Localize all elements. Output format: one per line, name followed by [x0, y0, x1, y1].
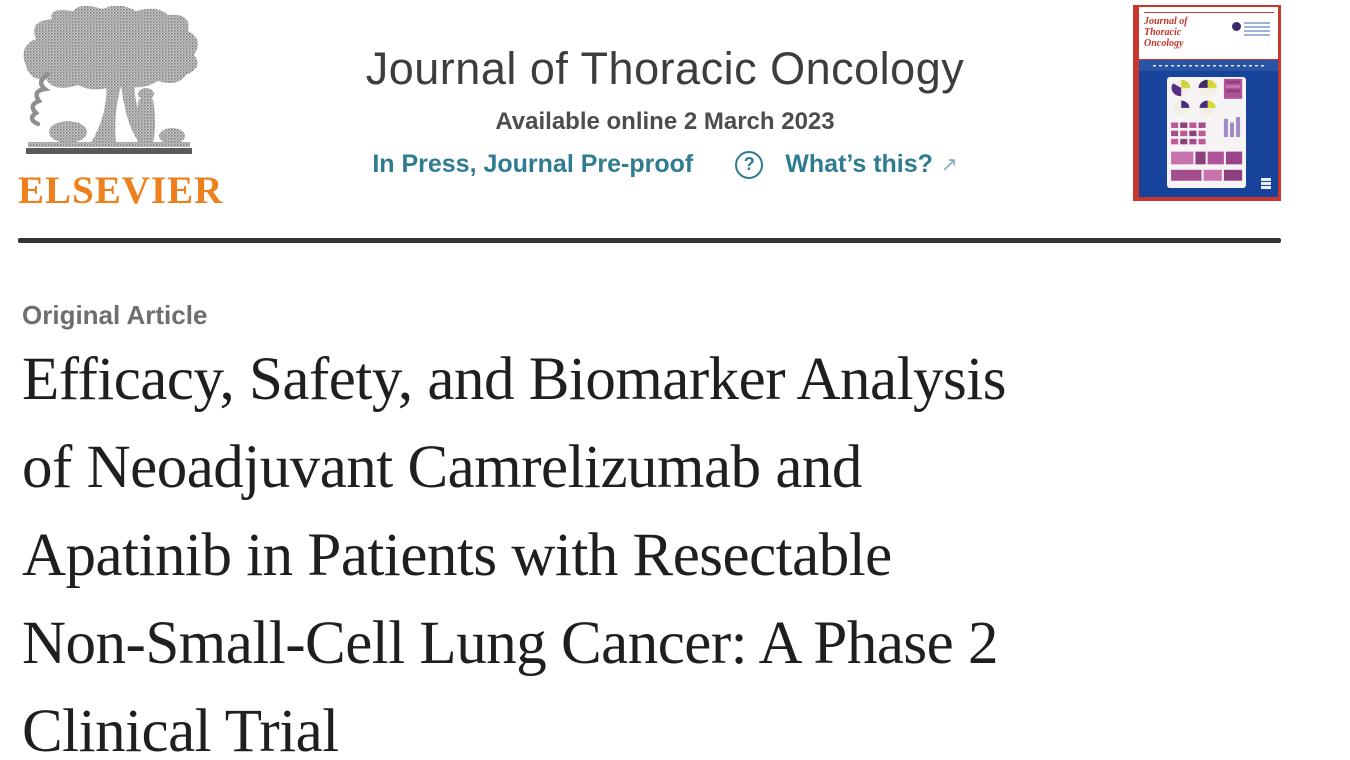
article-title-line: Clinical Trial — [22, 698, 339, 760]
cover-masthead: Journal of Thoracic Oncology — [1139, 7, 1278, 59]
cover-journal-title: Journal of Thoracic Oncology — [1144, 16, 1188, 49]
cover-figure-panel — [1166, 77, 1247, 188]
society-emblem-icon — [1232, 22, 1270, 49]
in-press-status: In Press, Journal Pre-proof — [372, 150, 694, 178]
elsevier-wordmark: ELSEVIER — [18, 169, 224, 212]
header-divider-rule — [18, 238, 1281, 243]
article-title: Efficacy, Safety, and Biomarker Analysis… — [22, 336, 1332, 760]
cover-title-line: Journal of — [1144, 16, 1188, 27]
article-title-line: Efficacy, Safety, and Biomarker Analysis — [22, 346, 1006, 413]
help-question-icon[interactable]: ? — [735, 150, 764, 179]
publication-status-row: In Press, Journal Pre-proof ? What’s thi… — [250, 150, 1080, 179]
cover-banner-strip — [1139, 60, 1278, 71]
cover-artwork-area — [1139, 71, 1278, 197]
elsevier-logo: ELSEVIER — [18, 5, 224, 213]
journal-title-link[interactable]: Journal of Thoracic Oncology — [365, 43, 965, 94]
help-glyph: ? — [743, 154, 755, 174]
article-title-line: of Neoadjuvant Camrelizumab and — [22, 434, 862, 501]
cover-inner: Journal of Thoracic Oncology — [1139, 7, 1278, 197]
elsevier-tree-icon — [23, 5, 198, 154]
journal-cover-thumbnail[interactable]: Journal of Thoracic Oncology — [1133, 5, 1281, 201]
external-link-arrow-icon: ↗ — [940, 154, 958, 176]
article-title-line: Apatinib in Patients with Resectable — [22, 522, 892, 589]
article-type-label: Original Article — [22, 300, 208, 330]
available-online-date: Available online 2 March 2023 — [495, 108, 835, 135]
cover-figure-art — [1170, 78, 1242, 181]
article-title-line: Non-Small-Cell Lung Cancer: A Phase 2 — [22, 610, 999, 677]
whats-this-link[interactable]: What’s this? — [785, 150, 933, 178]
cover-publisher-mark-icon — [1261, 178, 1271, 189]
article-header: Journal of Thoracic Oncology Available o… — [250, 40, 1080, 179]
cover-rule — [1139, 59, 1278, 60]
cover-rule — [1144, 12, 1274, 13]
cover-title-line: Oncology — [1144, 38, 1184, 49]
cover-title-line: Thoracic — [1144, 27, 1182, 38]
